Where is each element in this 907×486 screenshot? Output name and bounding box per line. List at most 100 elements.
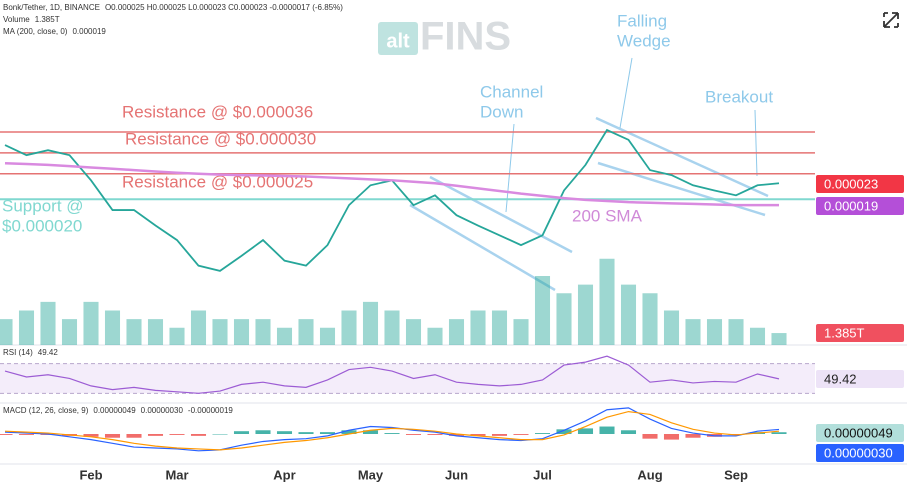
histogram-bar [147, 434, 164, 436]
price-badge [816, 370, 904, 388]
histogram-bar [384, 433, 400, 434]
expand-glyph[interactable] [883, 12, 899, 28]
histogram-bar [126, 434, 142, 438]
histogram-bar [491, 434, 508, 436]
volume-bar [685, 319, 701, 345]
badge-label: 1.385T [824, 325, 865, 340]
volume-bar [405, 319, 422, 345]
header-text: MA (200, close, 0) [3, 27, 68, 36]
pointer [619, 57, 633, 129]
histogram-bar [556, 429, 572, 434]
x-tick-label: Apr [273, 467, 295, 482]
indicator-line [4, 355, 780, 394]
histogram-bar [0, 434, 13, 435]
histogram-bar [599, 426, 615, 434]
histogram-bar [341, 430, 357, 434]
volume-bar [470, 310, 486, 345]
histogram-bar [620, 430, 637, 434]
volume-bar [190, 310, 207, 345]
channel-upper [429, 175, 573, 254]
annotation: Down [480, 102, 523, 121]
histogram-bar [470, 434, 486, 436]
indicator-line [4, 407, 780, 452]
annotation: Wedge [617, 31, 671, 50]
volume-bar [534, 276, 551, 345]
histogram-bar [513, 434, 529, 435]
volume-bar [642, 293, 658, 345]
level-label: Resistance @ $0.000030 [125, 129, 316, 148]
histogram-bar [18, 434, 35, 435]
badge-label: 0.00000049 [824, 425, 893, 440]
volume-bar [255, 319, 271, 345]
volume-bar [384, 310, 400, 345]
x-tick-label: Mar [165, 467, 188, 482]
histogram-bar [534, 433, 551, 434]
volume-bar [276, 327, 293, 345]
header-text: Volume [3, 15, 30, 24]
histogram-bar [405, 434, 422, 435]
logo: alt FINS [378, 15, 511, 59]
histogram-bar [577, 428, 594, 434]
histogram-bar [771, 432, 787, 434]
volume-bar [620, 284, 637, 345]
badge-label: 49.42 [824, 371, 857, 386]
histogram-bar [642, 434, 658, 439]
level-label: Resistance @ $0.000036 [122, 102, 313, 121]
channel-lower [409, 203, 556, 292]
annotation: Falling [617, 11, 667, 30]
histogram-bar [104, 434, 121, 438]
volume-bar [212, 319, 228, 345]
volume-bar [427, 327, 443, 345]
x-tick-label: Aug [637, 467, 662, 482]
badge-label: 0.000023 [824, 176, 878, 191]
price-badge [816, 324, 904, 342]
x-tick-label: Feb [79, 467, 102, 482]
price-badge [816, 424, 904, 442]
logo-box [378, 22, 418, 55]
x-tick-label: May [358, 467, 384, 482]
header-text: 0.00000049 [93, 406, 136, 415]
header-text: 0.000019 [72, 27, 106, 36]
volume-bar [341, 310, 357, 345]
level-label: Support @ [2, 196, 84, 215]
annotation: 200 SMA [572, 206, 643, 225]
level-label: $0.000020 [2, 216, 82, 235]
volume-bar [663, 310, 680, 345]
histogram-bar [448, 434, 465, 436]
histogram-bar [212, 434, 228, 435]
annotation: Breakout [705, 87, 773, 106]
histogram-bar [362, 430, 379, 434]
x-tick-label: Sep [724, 467, 748, 482]
histogram-bar [190, 434, 207, 436]
volume-bar [556, 293, 572, 345]
badge-label: 0.00000030 [824, 445, 893, 460]
volume-bar [319, 327, 336, 345]
rsi-band-fill [0, 363, 815, 394]
expand-icon[interactable] [883, 12, 899, 28]
price-badge [816, 444, 904, 462]
price-badge [816, 175, 904, 193]
histogram-bar [427, 434, 443, 435]
volume-bar [233, 319, 250, 345]
x-tick-label: Jun [445, 467, 468, 482]
wedge-upper [595, 116, 769, 198]
histogram-bar [276, 431, 293, 434]
histogram-bar [83, 434, 99, 437]
histogram-bar [663, 434, 680, 440]
volume-bar [728, 319, 744, 345]
header-text: RSI (14) [3, 348, 33, 357]
volume-bar [298, 319, 314, 345]
volume-bar [513, 319, 529, 345]
volume-bar [126, 319, 142, 345]
header-text: MACD (12, 26, close, 9) [3, 406, 89, 415]
volume-bar [771, 333, 787, 345]
volume-bar [599, 258, 615, 345]
volume-bar [169, 327, 185, 345]
volume-bar [577, 284, 594, 345]
histogram-bar [233, 431, 250, 434]
annotation: Channel [480, 82, 543, 101]
indicator-line [4, 410, 780, 451]
header-text: -0.00000019 [188, 406, 233, 415]
volume-bar [0, 319, 13, 345]
